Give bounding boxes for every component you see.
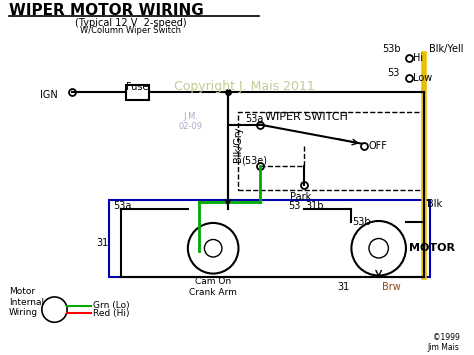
Text: (Typical 12 V  2-speed): (Typical 12 V 2-speed) xyxy=(74,17,186,28)
Text: WIPER SWITCH: WIPER SWITCH xyxy=(265,112,347,122)
Bar xyxy=(237,112,422,190)
Text: 53b: 53b xyxy=(352,217,371,227)
Text: IGN: IGN xyxy=(40,91,57,100)
Text: Park: Park xyxy=(290,192,311,202)
Text: Low: Low xyxy=(413,73,432,83)
Text: Motor
Internal
Wiring: Motor Internal Wiring xyxy=(9,287,44,317)
Text: MOTOR: MOTOR xyxy=(409,243,455,253)
Text: Fuse: Fuse xyxy=(126,82,148,92)
Text: Red (Hi): Red (Hi) xyxy=(93,309,130,318)
Text: 53: 53 xyxy=(288,201,301,211)
Text: OFF: OFF xyxy=(369,141,388,151)
Text: Blk/Gry: Blk/Gry xyxy=(233,126,243,162)
Text: Blk: Blk xyxy=(428,200,442,209)
Text: Grn (Lo): Grn (Lo) xyxy=(93,301,130,310)
Text: (53e): (53e) xyxy=(241,155,267,166)
Text: 31: 31 xyxy=(337,282,349,292)
Text: ©1999
Jim Mais: ©1999 Jim Mais xyxy=(428,333,459,353)
Text: Cam On
Crank Arm: Cam On Crank Arm xyxy=(189,278,237,297)
Bar xyxy=(126,85,149,100)
Text: 31: 31 xyxy=(97,239,109,248)
Text: Brw: Brw xyxy=(382,282,401,292)
Text: J.M.
02-09: J.M. 02-09 xyxy=(179,112,203,131)
Text: 31b: 31b xyxy=(306,201,324,211)
Text: WIPER MOTOR WIRING: WIPER MOTOR WIRING xyxy=(9,3,203,18)
Text: 53a: 53a xyxy=(113,201,131,211)
Bar xyxy=(109,200,430,278)
Text: Blk/Yell: Blk/Yell xyxy=(429,44,464,54)
Text: 53a: 53a xyxy=(246,114,264,124)
Text: Hi: Hi xyxy=(413,53,423,64)
Text: 53: 53 xyxy=(387,68,399,78)
Text: 53b: 53b xyxy=(383,44,401,54)
Text: W/Column Wiper Switch: W/Column Wiper Switch xyxy=(80,26,181,35)
Text: Copyright J. Mais 2011: Copyright J. Mais 2011 xyxy=(174,80,315,93)
